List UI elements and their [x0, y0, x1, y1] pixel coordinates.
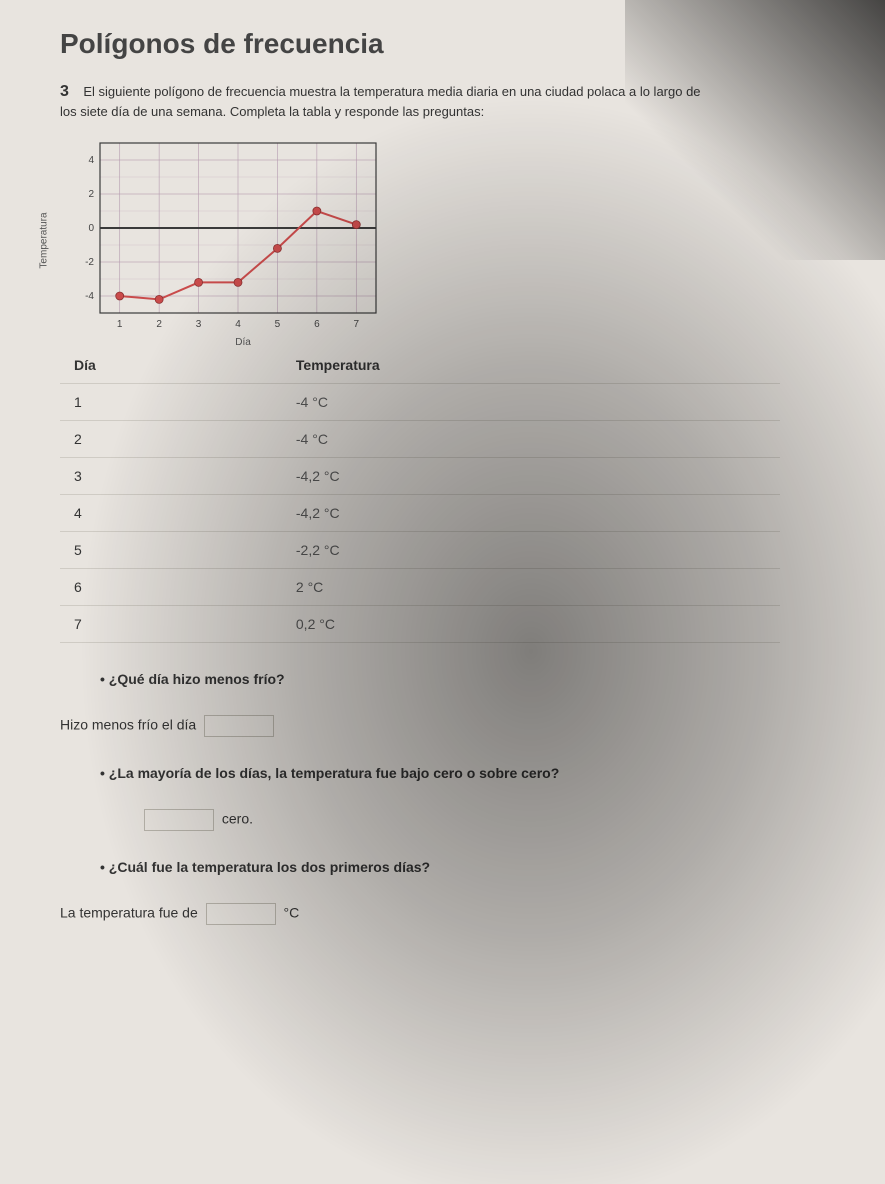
svg-text:1: 1 [117, 319, 123, 330]
subquestion-2: ¿La mayoría de los días, la temperatura … [100, 765, 855, 781]
question-number: 3 [60, 83, 69, 100]
answer-1-prefix: Hizo menos frío el día [60, 717, 196, 733]
cell-temp: -4 °C [282, 384, 780, 421]
cell-day: 3 [60, 458, 282, 495]
cell-day: 1 [60, 384, 282, 421]
cell-temp: -4 °C [282, 421, 780, 458]
cell-day: 5 [60, 532, 282, 569]
y-axis-label: Temperatura [39, 212, 50, 268]
svg-text:-2: -2 [85, 257, 94, 268]
cell-temp: -4,2 °C [282, 458, 780, 495]
answer-2: cero. [140, 809, 855, 831]
cell-day: 7 [60, 606, 282, 643]
chart-svg: -4 -2 0 2 4 1 2 3 4 5 6 7 [66, 135, 386, 335]
table-row: 2-4 °C [60, 421, 780, 458]
x-axis-label: Día [100, 337, 386, 348]
svg-text:4: 4 [235, 319, 241, 330]
cell-day: 4 [60, 495, 282, 532]
answer-3: La temperatura fue de °C [60, 903, 855, 925]
page-title: Polígonos de frecuencia [60, 28, 855, 60]
cell-day: 6 [60, 569, 282, 606]
blank-day[interactable] [204, 715, 274, 737]
svg-text:6: 6 [314, 319, 320, 330]
cell-temp: -4,2 °C [282, 495, 780, 532]
question-text-b: los siete día de una semana. Completa la… [60, 104, 484, 119]
col-header-temp: Temperatura [282, 347, 780, 384]
col-header-day: Día [60, 347, 282, 384]
blank-temp[interactable] [206, 903, 276, 925]
answer-3-prefix: La temperatura fue de [60, 905, 198, 921]
cell-temp: -2,2 °C [282, 532, 780, 569]
cell-day: 2 [60, 421, 282, 458]
svg-text:7: 7 [354, 319, 360, 330]
frequency-polygon-chart: Temperatura -4-20241234567 Día [66, 135, 386, 335]
svg-text:2: 2 [88, 189, 94, 200]
svg-text:2: 2 [156, 319, 162, 330]
svg-text:-4: -4 [85, 291, 94, 302]
cell-temp: 2 °C [282, 569, 780, 606]
svg-text:5: 5 [275, 319, 281, 330]
subquestion-1: ¿Qué día hizo menos frío? [100, 671, 855, 687]
table-row: 5-2,2 °C [60, 532, 780, 569]
table-row: 70,2 °C [60, 606, 780, 643]
subquestion-3: ¿Cuál fue la temperatura los dos primero… [100, 859, 855, 875]
table-row: 62 °C [60, 569, 780, 606]
svg-text:0: 0 [88, 223, 94, 234]
blank-zero[interactable] [144, 809, 214, 831]
svg-text:4: 4 [88, 155, 94, 166]
answer-3-unit: °C [284, 905, 300, 921]
question-block: 3 El siguiente polígono de frecuencia mu… [60, 82, 855, 121]
svg-text:3: 3 [196, 319, 202, 330]
question-text-a: El siguiente polígono de frecuencia mues… [83, 84, 700, 99]
cell-temp: 0,2 °C [282, 606, 780, 643]
answer-2-suffix: cero. [222, 811, 253, 827]
answer-1: Hizo menos frío el día [60, 715, 855, 737]
table-row: 4-4,2 °C [60, 495, 780, 532]
data-table: Día Temperatura 1-4 °C2-4 °C3-4,2 °C4-4,… [60, 347, 780, 643]
table-row: 1-4 °C [60, 384, 780, 421]
table-row: 3-4,2 °C [60, 458, 780, 495]
